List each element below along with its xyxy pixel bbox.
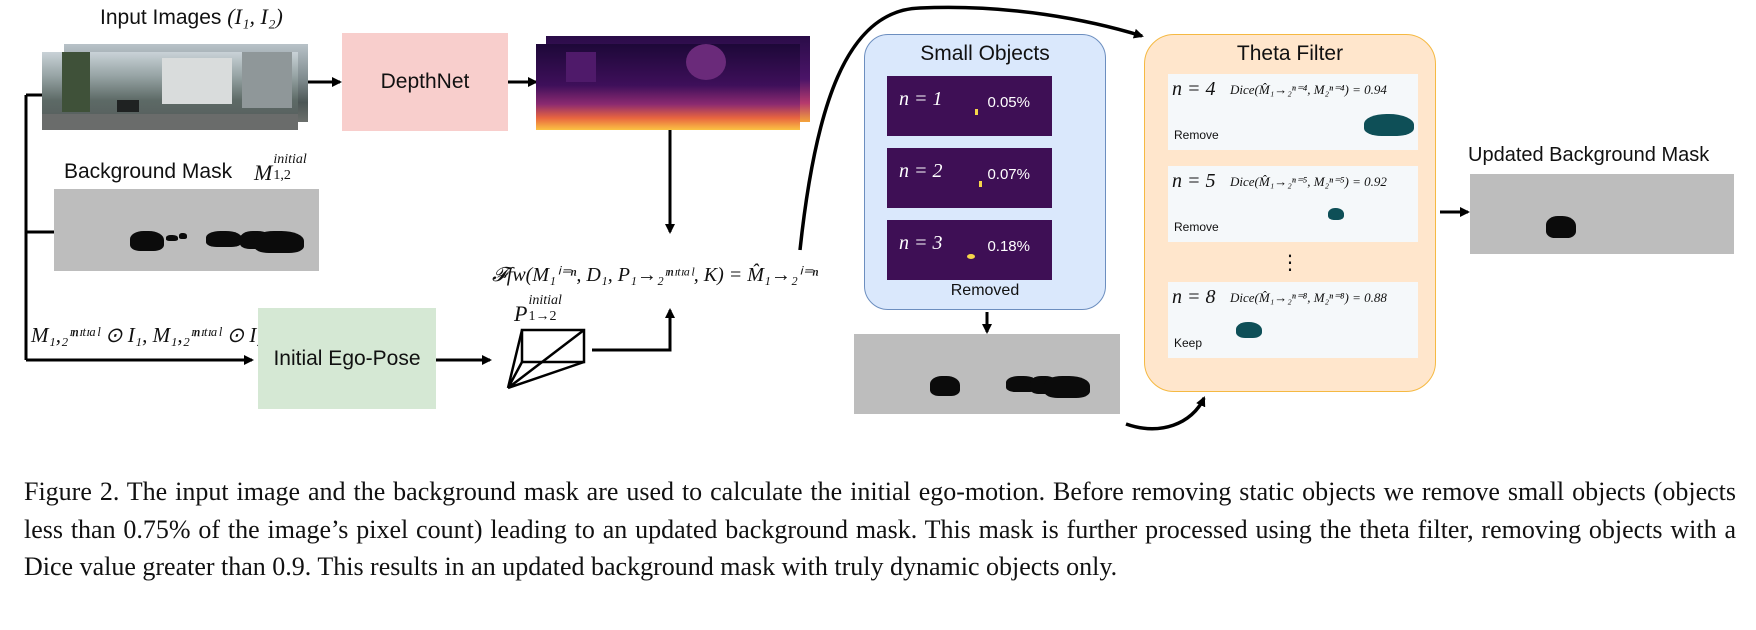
small-object-card-3: n = 3 0.18%	[887, 220, 1052, 280]
small-object-card-1: n = 1 0.05%	[887, 76, 1052, 136]
depth-map-front	[536, 44, 800, 130]
theta-card-2: n = 5 Dice(M̂₁→₂ⁿ⁼⁵, M₂ⁿ⁼⁵) = 0.92 Remov…	[1168, 166, 1418, 242]
updated-mask-image	[1470, 174, 1734, 254]
masked-input-formula: M₁,₂ᶦⁿᶦᵗᶦᵃˡ ⊙ I₁, M₁,₂ᶦⁿᶦᵗᶦᵃˡ ⊙ I₂	[31, 323, 264, 347]
small-object-pct: 0.07%	[987, 166, 1030, 183]
theta-n: n = 5	[1172, 170, 1216, 192]
small-object-card-2: n = 2 0.07%	[887, 148, 1052, 208]
small-object-n: n = 1	[899, 88, 943, 110]
arrow-camera-to-formula	[592, 308, 675, 352]
theta-filter-title: Theta Filter	[1236, 42, 1344, 65]
warp-formula: 𝓕fw(M₁ⁱ⁼ⁿ, D₁, P₁→₂ᶦⁿᶦᵗᶦᵃˡ, K) = M̂₁→₂ⁱ⁼…	[492, 264, 819, 286]
theta-dice: Dice(M̂₁→₂ⁿ⁼⁴, M₂ⁿ⁼⁴) = 0.94	[1230, 82, 1387, 97]
background-mask-label: Background Mask	[64, 160, 233, 183]
theta-decision: Keep	[1174, 336, 1203, 350]
initial-ego-pose-box: Initial Ego-Pose	[258, 308, 436, 409]
theta-card-1: n = 4 Dice(M̂₁→₂ⁿ⁼⁴, M₂ⁿ⁼⁴) = 0.94 Remov…	[1168, 74, 1418, 150]
intermediate-mask-image	[854, 334, 1120, 414]
small-object-n: n = 3	[899, 232, 943, 254]
connector-layer	[24, 5, 1470, 431]
theta-dice: Dice(M̂₁→₂ⁿ⁼⁸, M₂ⁿ⁼⁸) = 0.88	[1230, 290, 1387, 305]
input-image-front	[42, 52, 298, 130]
camera-frustum-icon	[506, 328, 586, 390]
theta-dice: Dice(M̂₁→₂ⁿ⁼⁵, M₂ⁿ⁼⁵) = 0.92	[1230, 174, 1387, 189]
theta-n: n = 8	[1172, 286, 1216, 308]
background-mask-image	[54, 189, 319, 271]
figure-caption: Figure 2. The input image and the backgr…	[24, 477, 1736, 581]
input-images-math: (I₁, I₂)	[227, 4, 283, 29]
curved-arrow-mask-to-theta	[1125, 396, 1206, 431]
theta-decision: Remove	[1174, 220, 1219, 234]
theta-ellipsis: ⋮	[1280, 250, 1300, 274]
depthnet-label: DepthNet	[380, 70, 470, 93]
depthnet-box: DepthNet	[342, 33, 508, 131]
small-object-pct: 0.05%	[987, 94, 1030, 111]
small-object-pct: 0.18%	[987, 238, 1030, 255]
curved-arrow-to-theta	[798, 5, 1144, 251]
theta-n: n = 4	[1172, 78, 1216, 100]
theta-card-3: n = 8 Dice(M̂₁→₂ⁿ⁼⁸, M₂ⁿ⁼⁸) = 0.88 Keep	[1168, 282, 1418, 358]
theta-decision: Remove	[1174, 128, 1219, 142]
small-objects-footer: Removed	[950, 282, 1020, 299]
initial-ego-pose-label: Initial Ego-Pose	[273, 346, 421, 370]
updated-mask-label: Updated Background Mask	[1468, 144, 1710, 166]
small-object-n: n = 2	[899, 160, 943, 182]
input-images-label: Input Images (I₁, I₂)	[100, 4, 283, 29]
small-objects-title: Small Objects	[920, 42, 1050, 65]
